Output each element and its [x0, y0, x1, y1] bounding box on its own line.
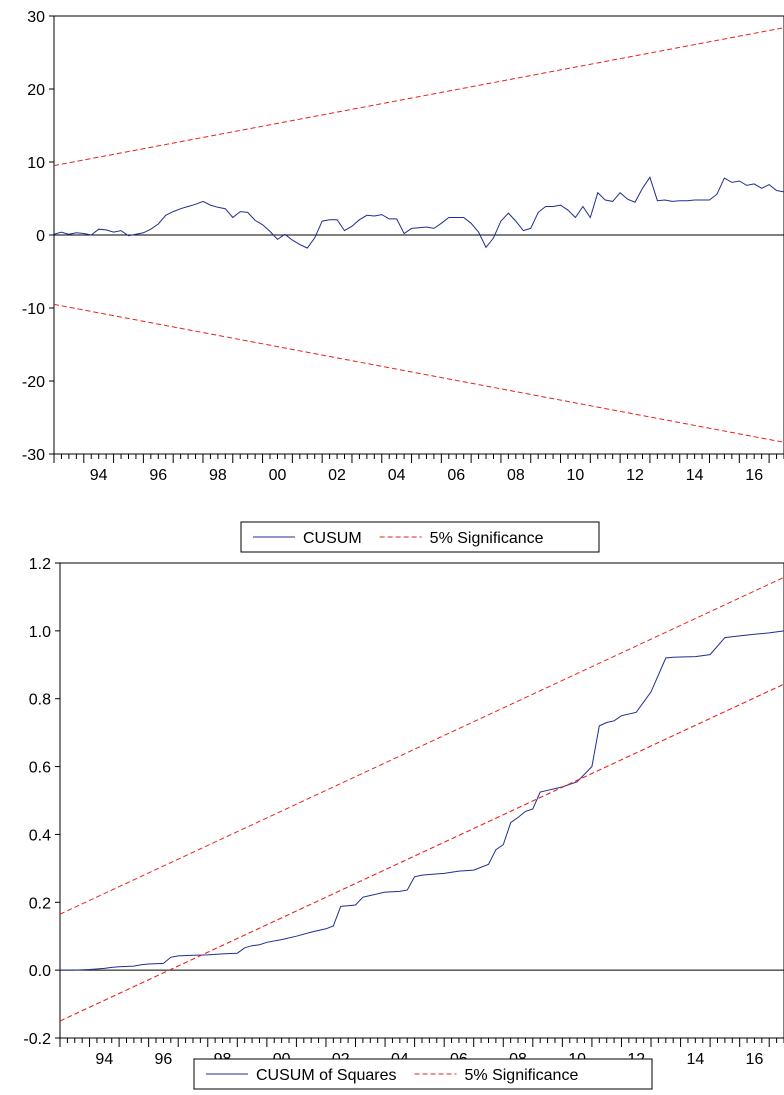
cusumsq-xtick-label: 96 — [155, 1051, 173, 1068]
cusumsq-xtick-label: 16 — [746, 1051, 764, 1068]
cusumsq-ytick-label: 0.0 — [29, 963, 51, 980]
cusum-xtick-label: 14 — [686, 467, 704, 484]
cusum-xtick-label: 12 — [626, 467, 644, 484]
cusum-xtick-label: 10 — [567, 467, 585, 484]
cusumsq-ytick-label: 0.2 — [29, 895, 51, 912]
cusumsq-legend: CUSUM of Squares 5% Significance — [193, 1058, 653, 1090]
cusum-xtick-label: 94 — [90, 467, 108, 484]
cusum-ytick-label: 10 — [27, 155, 45, 172]
cusum-legend-label: 5% Significance — [430, 530, 544, 547]
cusumsq-legend-label: CUSUM of Squares — [256, 1067, 397, 1084]
cusum-xtick-label: 16 — [745, 467, 763, 484]
cusum-lower-significance-line — [54, 303, 784, 443]
cusumsq-xtick-label: 94 — [95, 1051, 113, 1068]
cusum-ytick-label: -10 — [22, 301, 45, 318]
cusum-ytick-label: -20 — [22, 374, 45, 391]
cusum-ytick-label: -30 — [22, 447, 45, 464]
cusum-xtick-label: 08 — [507, 467, 525, 484]
cusum-series-line — [54, 176, 784, 249]
cusum-xtick-label: 02 — [328, 467, 346, 484]
cusum-legend: CUSUM 5% Significance — [240, 521, 600, 553]
cusum-legend-label: CUSUM — [303, 530, 362, 547]
cusum-chart: 30 20 10 0 -10 -20 -30 94 96 98 00 02 04 06 08 10 12 14 16… — [22, 9, 784, 553]
cusumsq-ytick-label: 0.8 — [29, 692, 51, 709]
cusum-xtick-label: 96 — [149, 467, 167, 484]
cusumsq-ytick-label: -0.2 — [23, 1031, 51, 1048]
cusum-xtick-label: 00 — [269, 467, 287, 484]
cusumsq-ytick-label: 0.6 — [29, 760, 51, 777]
cusumsq-lower-significance-line — [60, 683, 784, 1022]
cusumsq-xtick-label: 14 — [686, 1051, 704, 1068]
cusum-upper-significance-line — [54, 27, 784, 167]
cusum-ytick-label: 0 — [36, 228, 45, 245]
cusum-ytick-label: 20 — [27, 82, 45, 99]
cusum-xtick-label: 04 — [388, 467, 406, 484]
cusumsq-ytick-label: 1.2 — [29, 556, 51, 573]
cusumsq-legend-label: 5% Significance — [465, 1067, 579, 1084]
cusum-ytick-label: 30 — [27, 9, 45, 26]
cusumsq-ytick-label: 1.0 — [29, 624, 51, 641]
cusumsq-plot-frame — [59, 562, 784, 1039]
cusum-xtick-label: 06 — [447, 467, 465, 484]
cusumsq-series-line — [60, 630, 784, 971]
cusum-of-squares-chart: 1.21.00.80.60.40.20.0-0.2949698000204060… — [23, 556, 784, 1090]
cusumsq-upper-significance-line — [60, 576, 784, 915]
cusum-xtick-label: 98 — [209, 467, 227, 484]
cusumsq-ytick-label: 0.4 — [29, 827, 51, 844]
